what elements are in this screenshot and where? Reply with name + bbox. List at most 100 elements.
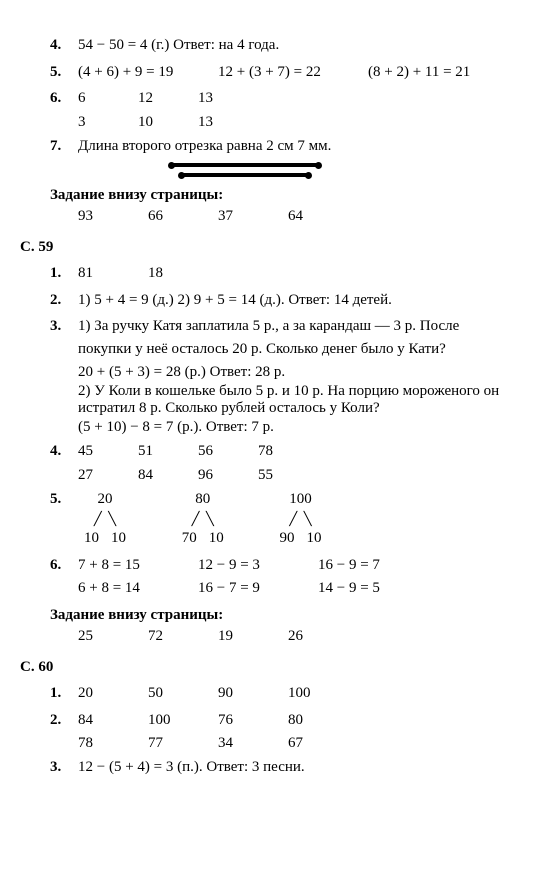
item-content: 84 100 76 80 — [78, 709, 506, 732]
val: 84 — [78, 709, 148, 732]
s60-item-3: 3. 12 − (5 + 4) = 3 (п.). Ответ: 3 песни… — [50, 756, 506, 779]
val: 77 — [148, 735, 218, 752]
val: 72 — [148, 628, 218, 645]
val: 27 — [78, 467, 138, 484]
s59-item-1: 1. 81 18 — [50, 262, 506, 285]
s59-item-3-l3: 2) У Коли в кошельке было 5 р. и 10 р. Н… — [78, 383, 506, 417]
item-number: 6. — [50, 554, 78, 577]
item-text: 1) 5 + 4 = 9 (д.) 2) 9 + 5 = 14 (д.). От… — [78, 289, 506, 312]
val: 45 — [78, 440, 138, 463]
tree-top: 80 — [176, 488, 230, 511]
val: 96 — [198, 467, 258, 484]
bottom-task-values: 93 66 37 64 — [78, 208, 506, 225]
expr: 7 + 8 = 15 — [78, 554, 198, 577]
s59-item-2: 2. 1) 5 + 4 = 9 (д.) 2) 9 + 5 = 14 (д.).… — [50, 289, 506, 312]
val: 66 — [148, 208, 218, 225]
item-number: 2. — [50, 709, 78, 732]
item-text: 12 − (5 + 4) = 3 (п.). Ответ: 3 песни. — [78, 756, 506, 779]
item-content: (4 + 6) + 9 = 19 12 + (3 + 7) = 22 (8 + … — [78, 61, 506, 84]
item-text: 54 − 50 = 4 (г.) Ответ: на 4 года. — [78, 34, 506, 57]
item-6: 6. 6 12 13 — [50, 87, 506, 110]
val: 37 — [218, 208, 288, 225]
item-content: 45 51 56 78 — [78, 440, 506, 463]
number-tree: 100 ╱ ╲ 9010 — [274, 488, 328, 550]
item-6-row2: 3 10 13 — [78, 114, 506, 131]
item-number: 4. — [50, 34, 78, 57]
val: 78 — [258, 440, 273, 463]
val: 76 — [218, 709, 288, 732]
val: 3 — [78, 114, 138, 131]
val: 80 — [288, 709, 303, 732]
val: 50 — [148, 682, 218, 705]
bottom-task-title: Задание внизу страницы: — [50, 607, 506, 624]
s59-item-4: 4. 45 51 56 78 — [50, 440, 506, 463]
val: 18 — [148, 262, 163, 285]
item-number: 7. — [50, 135, 78, 158]
s59-item-6-r2: 6 + 8 = 14 16 − 7 = 9 14 − 9 = 5 — [78, 580, 506, 597]
tree-right: 10 — [307, 530, 322, 546]
val: 26 — [288, 628, 303, 645]
s60-item-2: 2. 84 100 76 80 — [50, 709, 506, 732]
tree-left: 90 — [280, 530, 295, 546]
tree-right: 10 — [111, 530, 126, 546]
number-tree: 80 ╱ ╲ 70 10 — [176, 488, 230, 550]
page-60-title: С. 60 — [20, 659, 506, 676]
val: 100 — [148, 709, 218, 732]
s59-item-3: 3. 1) За ручку Катя заплатила 5 р., а за… — [50, 315, 506, 360]
expr: (4 + 6) + 9 = 19 — [78, 61, 218, 84]
item-number: 2. — [50, 289, 78, 312]
val: 56 — [198, 440, 258, 463]
item-number: 3. — [50, 756, 78, 779]
val: 51 — [138, 440, 198, 463]
item-text: Длина второго отрезка равна 2 см 7 мм. — [78, 135, 506, 158]
expr: 14 − 9 = 5 — [318, 580, 380, 597]
val: 81 — [78, 262, 148, 285]
val: 64 — [288, 208, 303, 225]
item-7: 7. Длина второго отрезка равна 2 см 7 мм… — [50, 135, 506, 158]
val: 25 — [78, 628, 148, 645]
tree-left: 70 — [182, 530, 197, 546]
tree-branches-icon: ╱ ╲ — [176, 512, 230, 525]
tree-right: 10 — [209, 530, 224, 546]
number-tree: 20 ╱ ╲ 10 10 — [78, 488, 132, 550]
val: 55 — [258, 467, 273, 484]
val: 20 — [78, 682, 148, 705]
val: 13 — [198, 87, 213, 110]
bottom-task-values: 25 72 19 26 — [78, 628, 506, 645]
s59-item-4-r2: 27 84 96 55 — [78, 467, 506, 484]
item-number: 5. — [50, 61, 78, 84]
item-content: 6 12 13 — [78, 87, 506, 110]
tree-branches-icon: ╱ ╲ — [274, 512, 328, 525]
val: 12 — [138, 87, 198, 110]
item-content: 20 50 90 100 — [78, 682, 506, 705]
val: 78 — [78, 735, 148, 752]
val: 93 — [78, 208, 148, 225]
expr: 16 − 7 = 9 — [198, 580, 318, 597]
s59-item-5: 5. 20 ╱ ╲ 1010 80 ╱ ╲ 7010 100 ╱ ╲ 9010 — [50, 488, 506, 550]
item-5: 5. (4 + 6) + 9 = 19 12 + (3 + 7) = 22 (8… — [50, 61, 506, 84]
expr: (8 + 2) + 11 = 21 — [368, 61, 470, 84]
val: 19 — [218, 628, 288, 645]
s60-item-2-r2: 78 77 34 67 — [78, 735, 506, 752]
tree-branches-icon: ╱ ╲ — [78, 512, 132, 525]
expr: 12 + (3 + 7) = 22 — [218, 61, 368, 84]
tree-top: 20 — [78, 488, 132, 511]
expr: 6 + 8 = 14 — [78, 580, 198, 597]
item-number: 5. — [50, 488, 78, 550]
item-number: 6. — [50, 87, 78, 110]
s59-item-6: 6. 7 + 8 = 15 12 − 9 = 3 16 − 9 = 7 — [50, 554, 506, 577]
s59-item-3-l2: 20 + (5 + 3) = 28 (р.) Ответ: 28 р. — [78, 364, 506, 381]
page: 4. 54 − 50 = 4 (г.) Ответ: на 4 года. 5.… — [0, 0, 546, 813]
val: 6 — [78, 87, 138, 110]
val: 84 — [138, 467, 198, 484]
page-59-title: С. 59 — [20, 239, 506, 256]
item-number: 4. — [50, 440, 78, 463]
tree-left: 10 — [84, 530, 99, 546]
item-content: 81 18 — [78, 262, 506, 285]
item-text: 1) За ручку Катя заплатила 5 р., а за ка… — [78, 315, 506, 360]
segment-1 — [170, 163, 506, 167]
item-number: 1. — [50, 682, 78, 705]
val: 13 — [198, 114, 213, 131]
val: 34 — [218, 735, 288, 752]
val: 10 — [138, 114, 198, 131]
